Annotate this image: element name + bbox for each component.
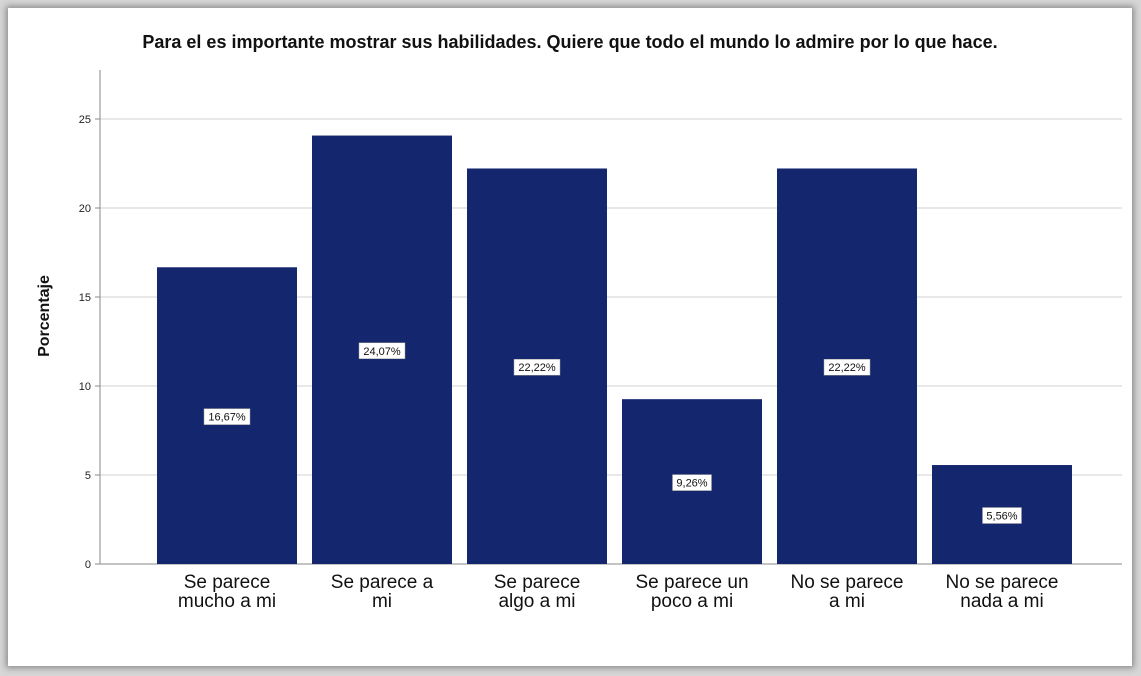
- x-tick-label: No se parece nada a mi: [945, 572, 1058, 612]
- data-label-box: [672, 474, 712, 491]
- data-label: 22,22%: [518, 362, 556, 374]
- x-tick-label: Se parece a mi: [331, 572, 434, 612]
- y-axis-label: Porcentaje: [36, 275, 53, 357]
- bars: [157, 135, 1072, 564]
- data-label: 22,22%: [828, 362, 866, 374]
- x-tick-label: Se parece algo a mi: [494, 572, 581, 612]
- data-label: 5,56%: [986, 511, 1017, 523]
- x-tick-label: No se parece a mi: [790, 572, 903, 612]
- chart-frame: Para el es importante mostrar sus habili…: [8, 8, 1132, 666]
- y-tick-label: 5: [85, 470, 91, 482]
- data-label: 16,67%: [208, 412, 246, 424]
- data-label-box: [823, 358, 871, 376]
- data-label-box: [358, 342, 406, 360]
- y-tick-label: 10: [79, 381, 91, 393]
- y-tick-label: 20: [79, 203, 91, 215]
- y-tick-label: 15: [79, 292, 91, 304]
- x-tick-labels: Se parece mucho a mi Se parece a mi Se parec…: [178, 572, 1059, 612]
- x-tick-label: Se parece mucho a mi: [178, 572, 276, 612]
- data-label-box: [203, 408, 251, 425]
- data-labels: 16,67% 24,07% 22,22% 9,26% 22,22% 5,56%: [203, 342, 1022, 524]
- data-label-box: [513, 358, 561, 376]
- x-tick-label: Se parece un poco a mi: [635, 572, 748, 612]
- data-label: 9,26%: [676, 478, 707, 490]
- y-tick-label: 25: [79, 114, 91, 126]
- y-tick-label: 0: [85, 559, 91, 571]
- data-label: 24,07%: [363, 346, 401, 358]
- data-label-box: [982, 507, 1022, 524]
- bar-chart: Para el es importante mostrar sus habili…: [36, 32, 1122, 612]
- chart-title: Para el es importante mostrar sus habili…: [142, 32, 997, 52]
